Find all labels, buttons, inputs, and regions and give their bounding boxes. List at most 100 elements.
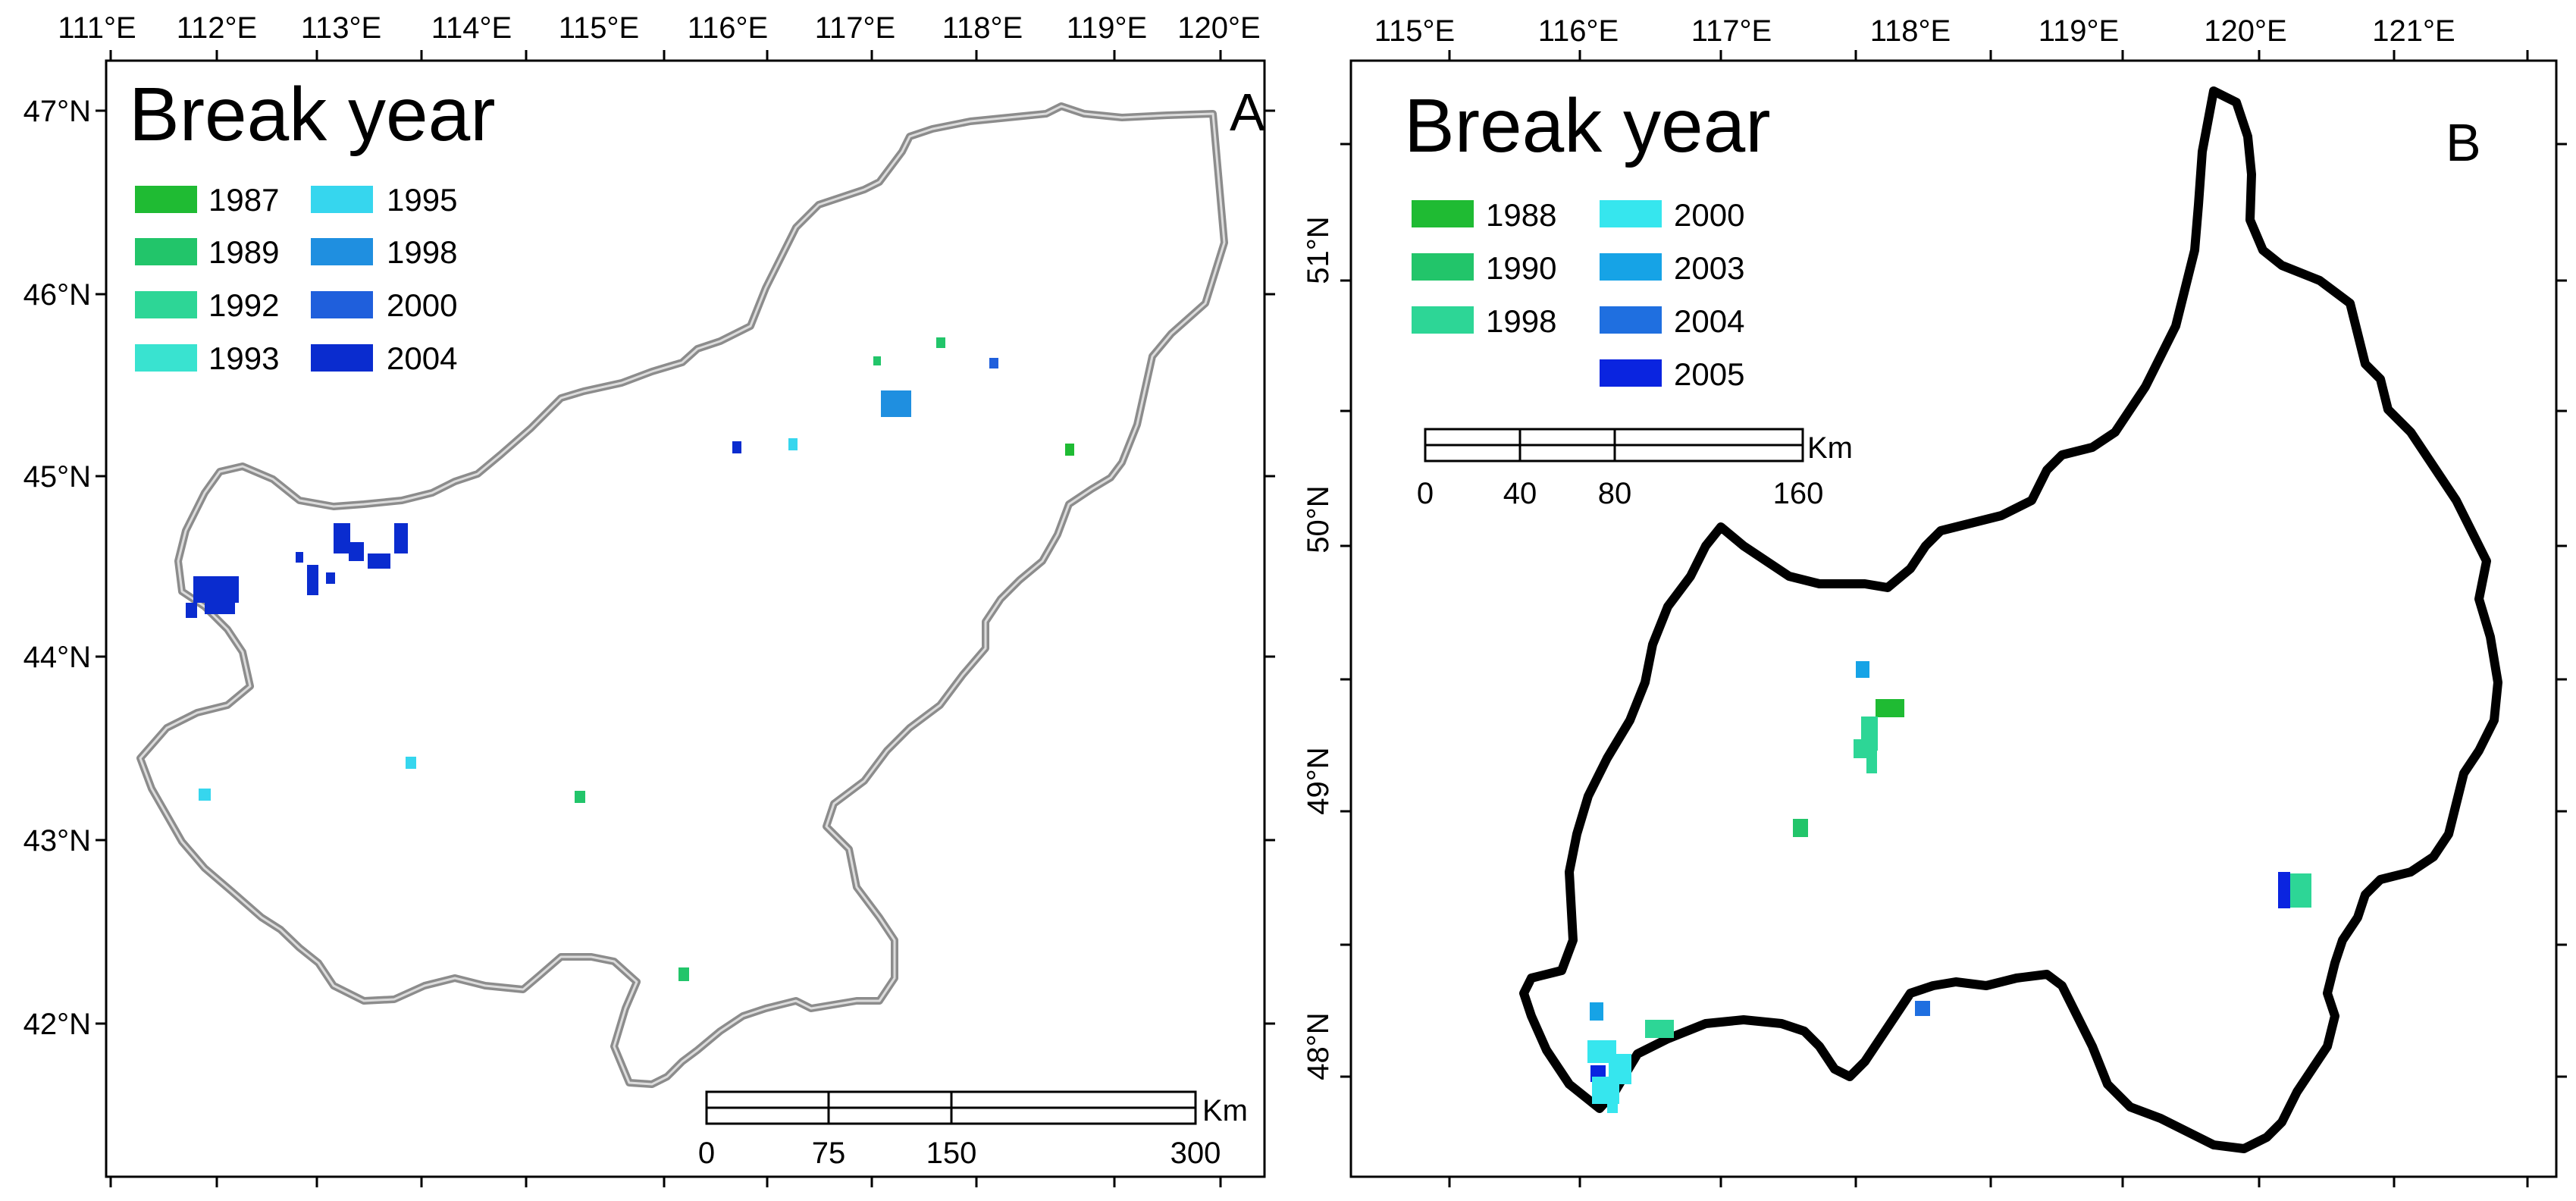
scale-label: 300 — [1170, 1137, 1221, 1170]
legend-swatch-2004 — [311, 344, 373, 372]
panel-a-legend-title: Break year — [129, 72, 496, 157]
legend-label: 2005 — [1674, 356, 1744, 392]
legend-label: 2004 — [387, 340, 457, 376]
panel-b-boundary — [1519, 86, 2502, 1153]
panel-a-legend: 1987 1989 1992 1993 1995 1998 2000 2004 — [135, 182, 457, 376]
lat-label: 49°N — [1302, 747, 1335, 814]
legend-label: 1995 — [387, 182, 457, 218]
patch — [296, 552, 303, 563]
patch — [193, 576, 239, 603]
scale-label: 160 — [1773, 477, 1824, 510]
legend-swatch-1995 — [311, 186, 373, 213]
lon-label: 118°E — [942, 11, 1023, 45]
lon-label: 121°E — [2372, 14, 2455, 48]
legend-swatch-1990 — [1412, 253, 1474, 281]
lon-label: 117°E — [815, 11, 895, 45]
lon-label: 120°E — [2204, 14, 2286, 48]
legend-swatch-2003 — [1600, 253, 1662, 281]
lat-label: 50°N — [1302, 485, 1335, 553]
panel-a-letter: A — [1230, 83, 1265, 142]
lat-label: 51°N — [1302, 216, 1335, 284]
panel-b-scale-bar: 0 40 80 160 Km — [1417, 428, 1853, 510]
lon-label: 115°E — [559, 11, 639, 45]
lon-label: 119°E — [2039, 14, 2119, 48]
legend-swatch-1998 — [311, 238, 373, 265]
panel-b-frame — [1349, 59, 2558, 1178]
panel-b-letter: B — [2446, 113, 2481, 172]
patch — [199, 789, 211, 801]
lon-label: 118°E — [1870, 14, 1951, 48]
patch — [205, 599, 235, 614]
patch — [394, 523, 408, 553]
legend-swatch-2004 — [1600, 306, 1662, 334]
lat-label: 43°N — [24, 824, 91, 858]
scale-label: 0 — [1417, 477, 1434, 510]
patch — [732, 441, 741, 453]
patch — [873, 356, 881, 365]
panel-b-legend-title: Break year — [1404, 83, 1771, 168]
lat-label: 42°N — [24, 1008, 91, 1041]
patch — [788, 438, 798, 450]
panel-a-lon-labels: 111°E 112°E 113°E 114°E 115°E 116°E 117°… — [58, 11, 1260, 45]
panel-b-lon-labels: 115°E 116°E 117°E 118°E 119°E 120°E 121°… — [1374, 14, 2455, 48]
panel-a-lat-ticks — [96, 109, 1275, 1025]
panel-b-lat-labels: 51°N 50°N 49°N 48°N — [1302, 216, 1335, 1080]
lon-label: 116°E — [1538, 14, 1619, 48]
lat-label: 48°N — [1302, 1012, 1335, 1080]
legend-label: 2000 — [387, 287, 457, 323]
lat-label: 44°N — [24, 641, 91, 674]
legend-swatch-2000 — [1600, 200, 1662, 227]
legend-swatch-1987 — [135, 186, 197, 213]
patch — [1607, 1099, 1618, 1113]
patch — [1590, 1002, 1603, 1021]
patch — [1876, 699, 1904, 717]
patch — [349, 542, 364, 561]
panel-b-patches — [1587, 661, 2311, 1113]
patch — [1866, 751, 1877, 773]
panel-a: 111°E 112°E 113°E 114°E 115°E 116°E 117°… — [24, 11, 1275, 1187]
panel-a-scale-bar: 0 75 150 300 Km — [698, 1090, 1248, 1170]
legend-swatch-1989 — [135, 238, 197, 265]
scale-label: 75 — [812, 1137, 846, 1170]
lon-label: 119°E — [1067, 11, 1147, 45]
legend-swatch-2000 — [311, 291, 373, 318]
patch — [1793, 819, 1808, 837]
lon-label: 111°E — [58, 11, 136, 45]
legend-label: 1993 — [208, 340, 279, 376]
patch — [1915, 1001, 1930, 1016]
scale-label: 80 — [1598, 477, 1632, 510]
scale-label: 150 — [926, 1137, 977, 1170]
legend-swatch-1992 — [135, 291, 197, 318]
patch — [1854, 739, 1869, 758]
panel-a-patches — [186, 337, 1074, 981]
lon-label: 120°E — [1177, 11, 1260, 45]
panel-b-legend: 1988 1990 1998 2000 2003 2004 2005 — [1412, 197, 1744, 392]
legend-swatch-1993 — [135, 344, 197, 372]
legend-label: 1990 — [1486, 250, 1556, 286]
patch — [1856, 661, 1869, 678]
patch — [936, 337, 945, 348]
legend-swatch-1998 — [1412, 306, 1474, 334]
lat-label: 45°N — [24, 460, 91, 494]
patch — [1065, 444, 1074, 456]
patch — [368, 553, 390, 569]
lon-label: 113°E — [301, 11, 381, 45]
legend-label: 2000 — [1674, 197, 1744, 233]
legend-label: 1989 — [208, 234, 279, 270]
lat-label: 47°N — [24, 95, 91, 128]
patch — [334, 523, 350, 553]
patch — [406, 757, 416, 769]
legend-label: 1998 — [387, 234, 457, 270]
patch — [1645, 1020, 1674, 1038]
scale-unit: Km — [1807, 431, 1853, 465]
lon-label: 116°E — [688, 11, 768, 45]
legend-label: 1992 — [208, 287, 279, 323]
patch — [307, 565, 318, 595]
panel-a-boundary-inner — [139, 105, 1226, 1086]
lon-label: 114°E — [431, 11, 512, 45]
legend-swatch-1988 — [1412, 200, 1474, 227]
patch — [326, 572, 335, 584]
scale-label: 40 — [1503, 477, 1537, 510]
patch — [2278, 872, 2290, 908]
